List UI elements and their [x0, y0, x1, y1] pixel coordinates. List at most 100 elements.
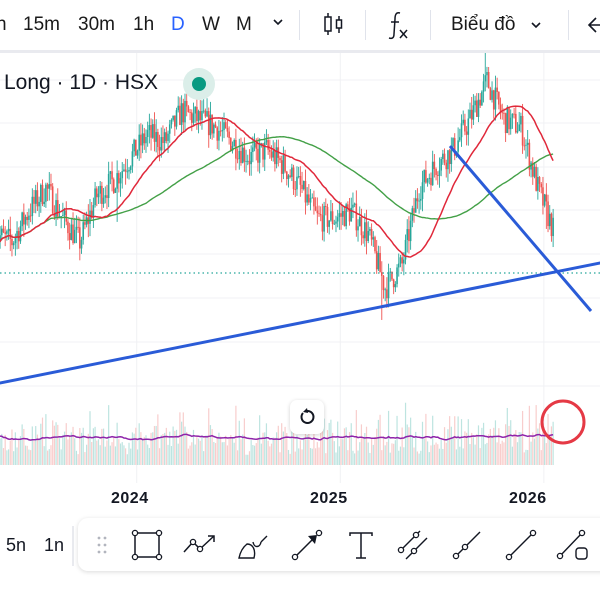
- drag-handle[interactable]: [96, 535, 108, 560]
- volume-bar: [13, 451, 15, 465]
- volume-bar: [250, 440, 252, 465]
- price-chart[interactable]: [0, 53, 600, 483]
- volume-bar: [477, 425, 480, 465]
- timeframe-d[interactable]: D: [171, 14, 185, 35]
- volume-bar: [333, 441, 335, 465]
- candle-body: [291, 167, 293, 177]
- candle-body: [184, 100, 186, 123]
- volume-bar: [372, 444, 374, 465]
- rectangle-tool[interactable]: [130, 528, 164, 562]
- candle-body: [116, 173, 118, 189]
- path-tool[interactable]: [182, 528, 216, 562]
- candle-body: [228, 131, 230, 138]
- candle-body: [367, 230, 370, 241]
- candle-body: [189, 112, 191, 113]
- volume-bar: [199, 440, 201, 465]
- timeframe-partial[interactable]: n: [0, 14, 7, 35]
- volume-bar: [111, 442, 113, 465]
- market-open-dot-icon: [192, 77, 206, 91]
- volume-bar: [530, 441, 532, 465]
- arrow-tool[interactable]: [290, 528, 324, 562]
- candle-body: [236, 158, 239, 160]
- volume-bar: [398, 450, 400, 465]
- candle-body: [280, 160, 283, 174]
- range-5-years[interactable]: 5n: [6, 535, 27, 555]
- brush-tool[interactable]: [236, 528, 270, 562]
- candle-body: [133, 139, 135, 152]
- timeframe-m[interactable]: M: [236, 14, 252, 35]
- volume-bar: [323, 418, 325, 465]
- candle-body: [121, 171, 124, 179]
- candle-body: [392, 279, 395, 288]
- candle-body: [124, 169, 127, 172]
- candle-body: [68, 233, 71, 240]
- trend-line-box-icon: [556, 529, 588, 560]
- timeframe-w[interactable]: W: [202, 14, 220, 35]
- volume-bar: [11, 429, 13, 465]
- chart-type-button[interactable]: Biểu đồ: [451, 14, 543, 36]
- candle-body: [274, 150, 276, 165]
- x-tick-label: 2025: [310, 490, 348, 507]
- volume-bar: [6, 450, 8, 465]
- candle-body: [214, 124, 217, 128]
- volume-bar: [488, 434, 490, 465]
- candle-body: [382, 275, 385, 291]
- candle-body: [41, 184, 44, 205]
- candle-body: [389, 271, 392, 273]
- timeframe-15m[interactable]: 15m: [23, 14, 60, 35]
- volume-bar: [60, 449, 62, 465]
- candle-body: [153, 124, 156, 142]
- candle-body: [516, 130, 519, 133]
- candle-body: [95, 188, 98, 198]
- candle-body: [243, 147, 246, 162]
- candles-button[interactable]: [322, 8, 346, 45]
- candle-body: [369, 229, 371, 231]
- candle-body: [72, 224, 74, 244]
- candle-body: [167, 133, 169, 141]
- volume-bar: [542, 415, 544, 465]
- volume-bar: [123, 445, 125, 465]
- candle-body: [523, 145, 526, 147]
- ray-tool[interactable]: [450, 528, 484, 562]
- range-1-year[interactable]: 1n: [44, 535, 65, 555]
- trend-line-box-tool[interactable]: [556, 528, 590, 562]
- timeframe-1h[interactable]: 1h: [133, 14, 155, 35]
- candle-body: [235, 140, 237, 159]
- candle-body: [306, 194, 308, 203]
- candle-body: [162, 137, 164, 143]
- timeframe-30m[interactable]: 30m: [78, 14, 115, 35]
- volume-bar: [133, 433, 135, 465]
- candle-body: [226, 127, 229, 132]
- candle-body: [40, 184, 42, 202]
- trend-line-tool[interactable]: [504, 528, 538, 562]
- reset-chart-button[interactable]: [290, 400, 324, 434]
- candle-body: [301, 184, 303, 190]
- candle-body: [430, 177, 432, 186]
- indicators-button[interactable]: [386, 8, 412, 47]
- volume-bar: [196, 437, 198, 465]
- volume-bar: [67, 439, 69, 465]
- candle-body: [308, 194, 310, 203]
- candle-body: [157, 132, 159, 148]
- candle-body: [101, 185, 103, 204]
- candle-body: [28, 215, 30, 220]
- volume-bar: [89, 411, 91, 465]
- candle-body: [46, 184, 49, 189]
- candle-body: [141, 133, 144, 146]
- volume-bar: [426, 441, 429, 465]
- back-button[interactable]: [586, 16, 600, 39]
- more-timeframes-button[interactable]: [272, 14, 284, 31]
- volume-bar: [270, 443, 273, 465]
- volume-histogram: [0, 402, 554, 465]
- volume-bar: [14, 432, 16, 465]
- volume-bar: [338, 446, 340, 465]
- candle-body: [526, 142, 529, 145]
- text-tool[interactable]: [344, 528, 378, 562]
- candle-body: [233, 140, 235, 147]
- candle-body: [70, 224, 73, 240]
- candle-body: [231, 146, 234, 151]
- toolbar-divider: [568, 10, 569, 40]
- symbol-legend[interactable]: Long · 1D · HSX: [4, 71, 159, 94]
- parallel-channel-tool[interactable]: [396, 528, 430, 562]
- reset-rotate-icon: [300, 408, 315, 424]
